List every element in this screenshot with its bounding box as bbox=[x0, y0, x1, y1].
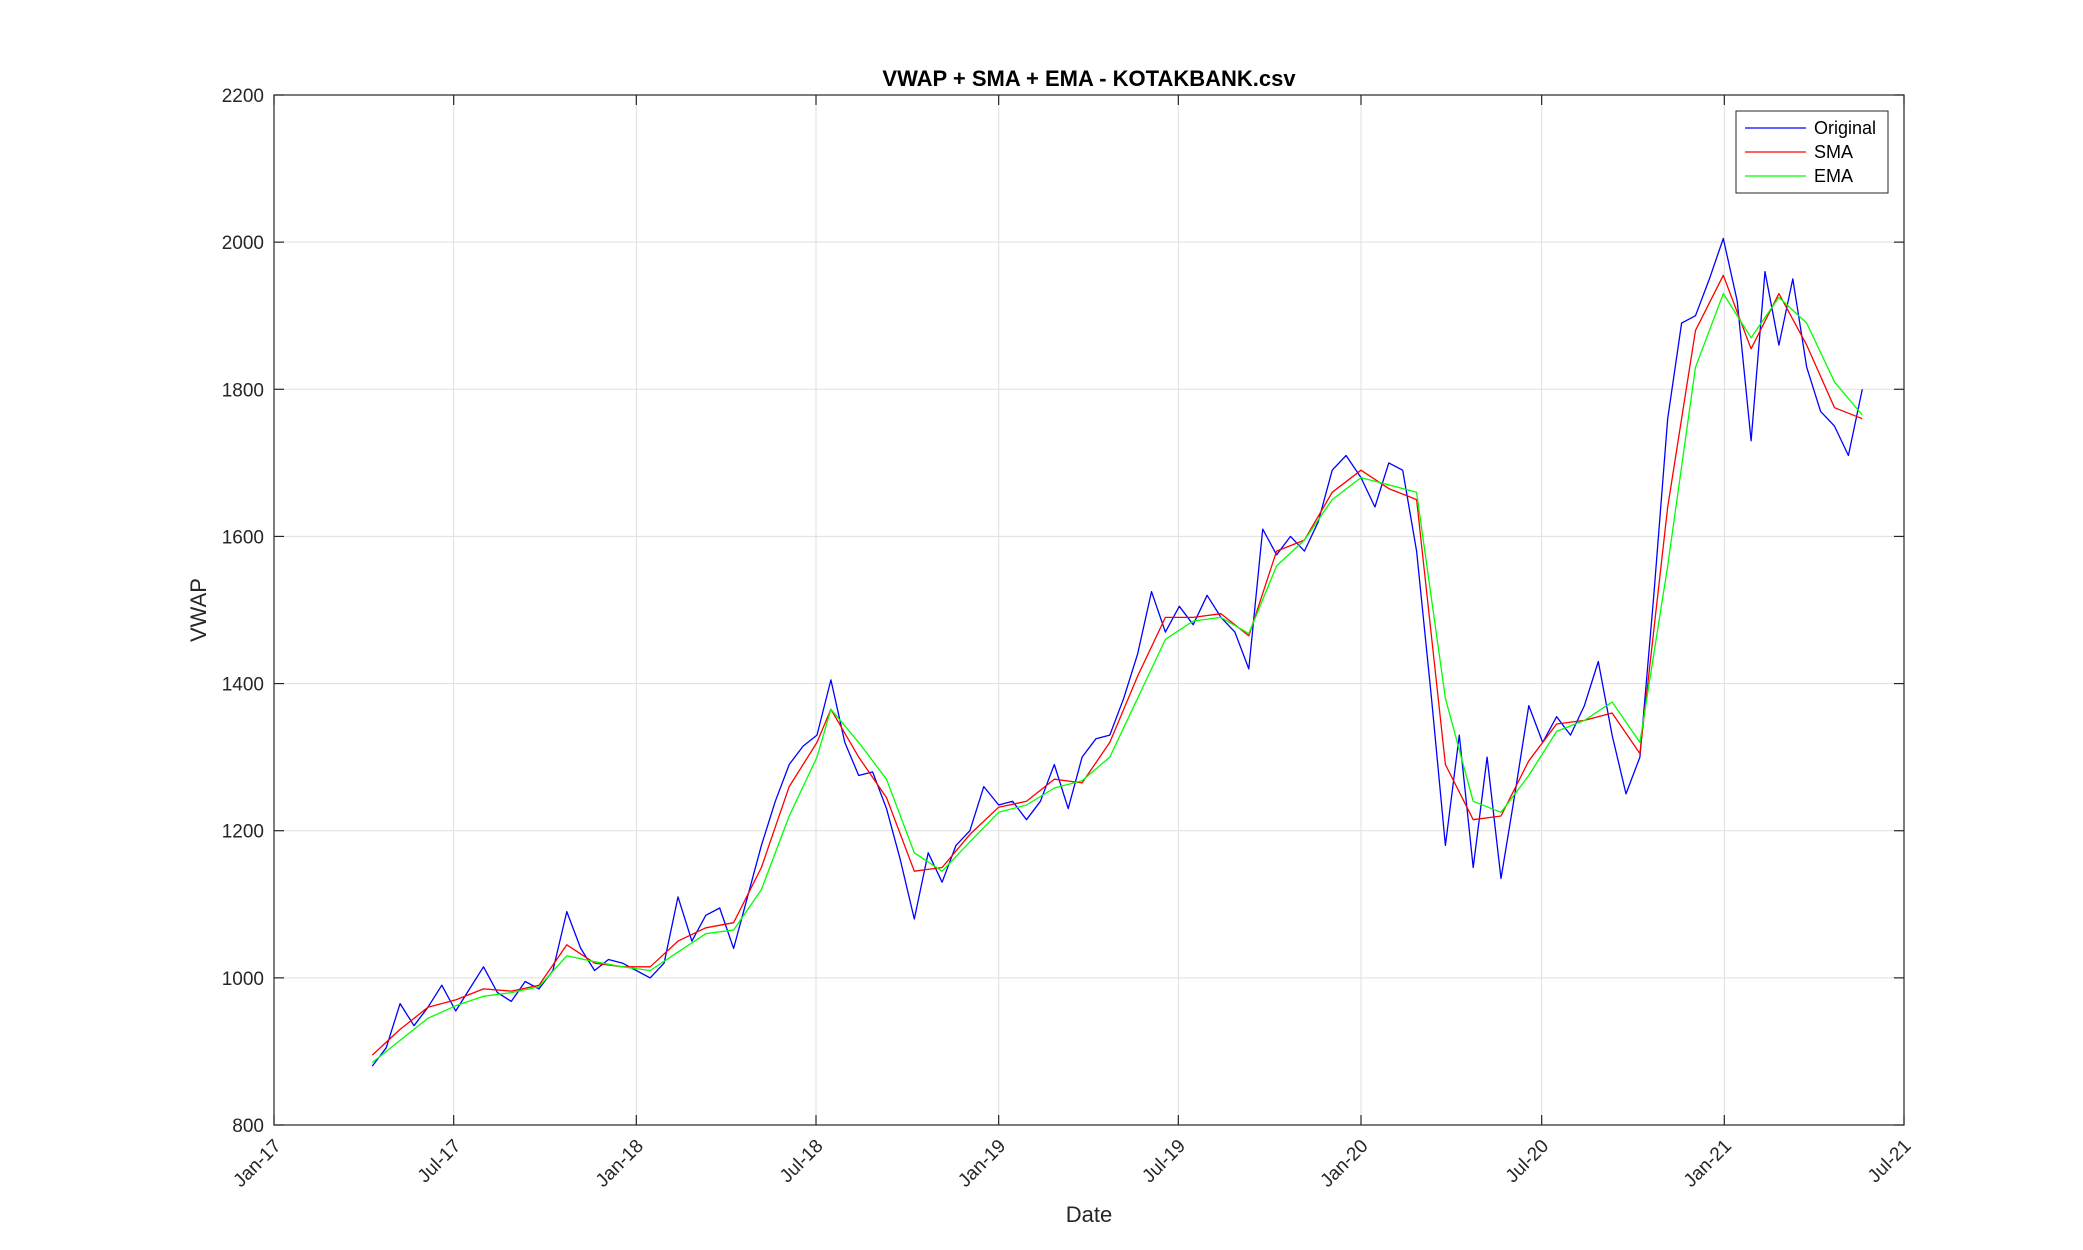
legend-label-ema: EMA bbox=[1814, 166, 1853, 186]
y-tick-label: 2000 bbox=[222, 233, 264, 254]
y-tick-label: 1400 bbox=[222, 675, 264, 696]
y-tick-label: 1600 bbox=[222, 527, 264, 548]
y-tick-label: 1000 bbox=[222, 969, 264, 990]
grid-lines bbox=[274, 95, 1904, 1125]
legend-label-sma: SMA bbox=[1814, 142, 1853, 162]
y-tick-label: 1200 bbox=[222, 822, 264, 843]
y-tick-label: 800 bbox=[232, 1116, 264, 1137]
x-axis-label: Date bbox=[1066, 1202, 1112, 1227]
series-line-ema bbox=[371, 292, 1863, 1064]
series-line-original bbox=[371, 237, 1863, 1067]
plot-area-frame bbox=[273, 94, 1905, 1126]
legend: Original SMA EMA bbox=[1735, 110, 1889, 194]
y-axis-label: VWAP bbox=[186, 578, 211, 642]
legend-label-original: Original bbox=[1814, 118, 1876, 138]
series-layer bbox=[371, 237, 1863, 1067]
y-tick-label: 2200 bbox=[222, 86, 264, 107]
chart-title: VWAP + SMA + EMA - KOTAKBANK.csv bbox=[882, 66, 1296, 91]
y-tick-label: 1800 bbox=[222, 380, 264, 401]
